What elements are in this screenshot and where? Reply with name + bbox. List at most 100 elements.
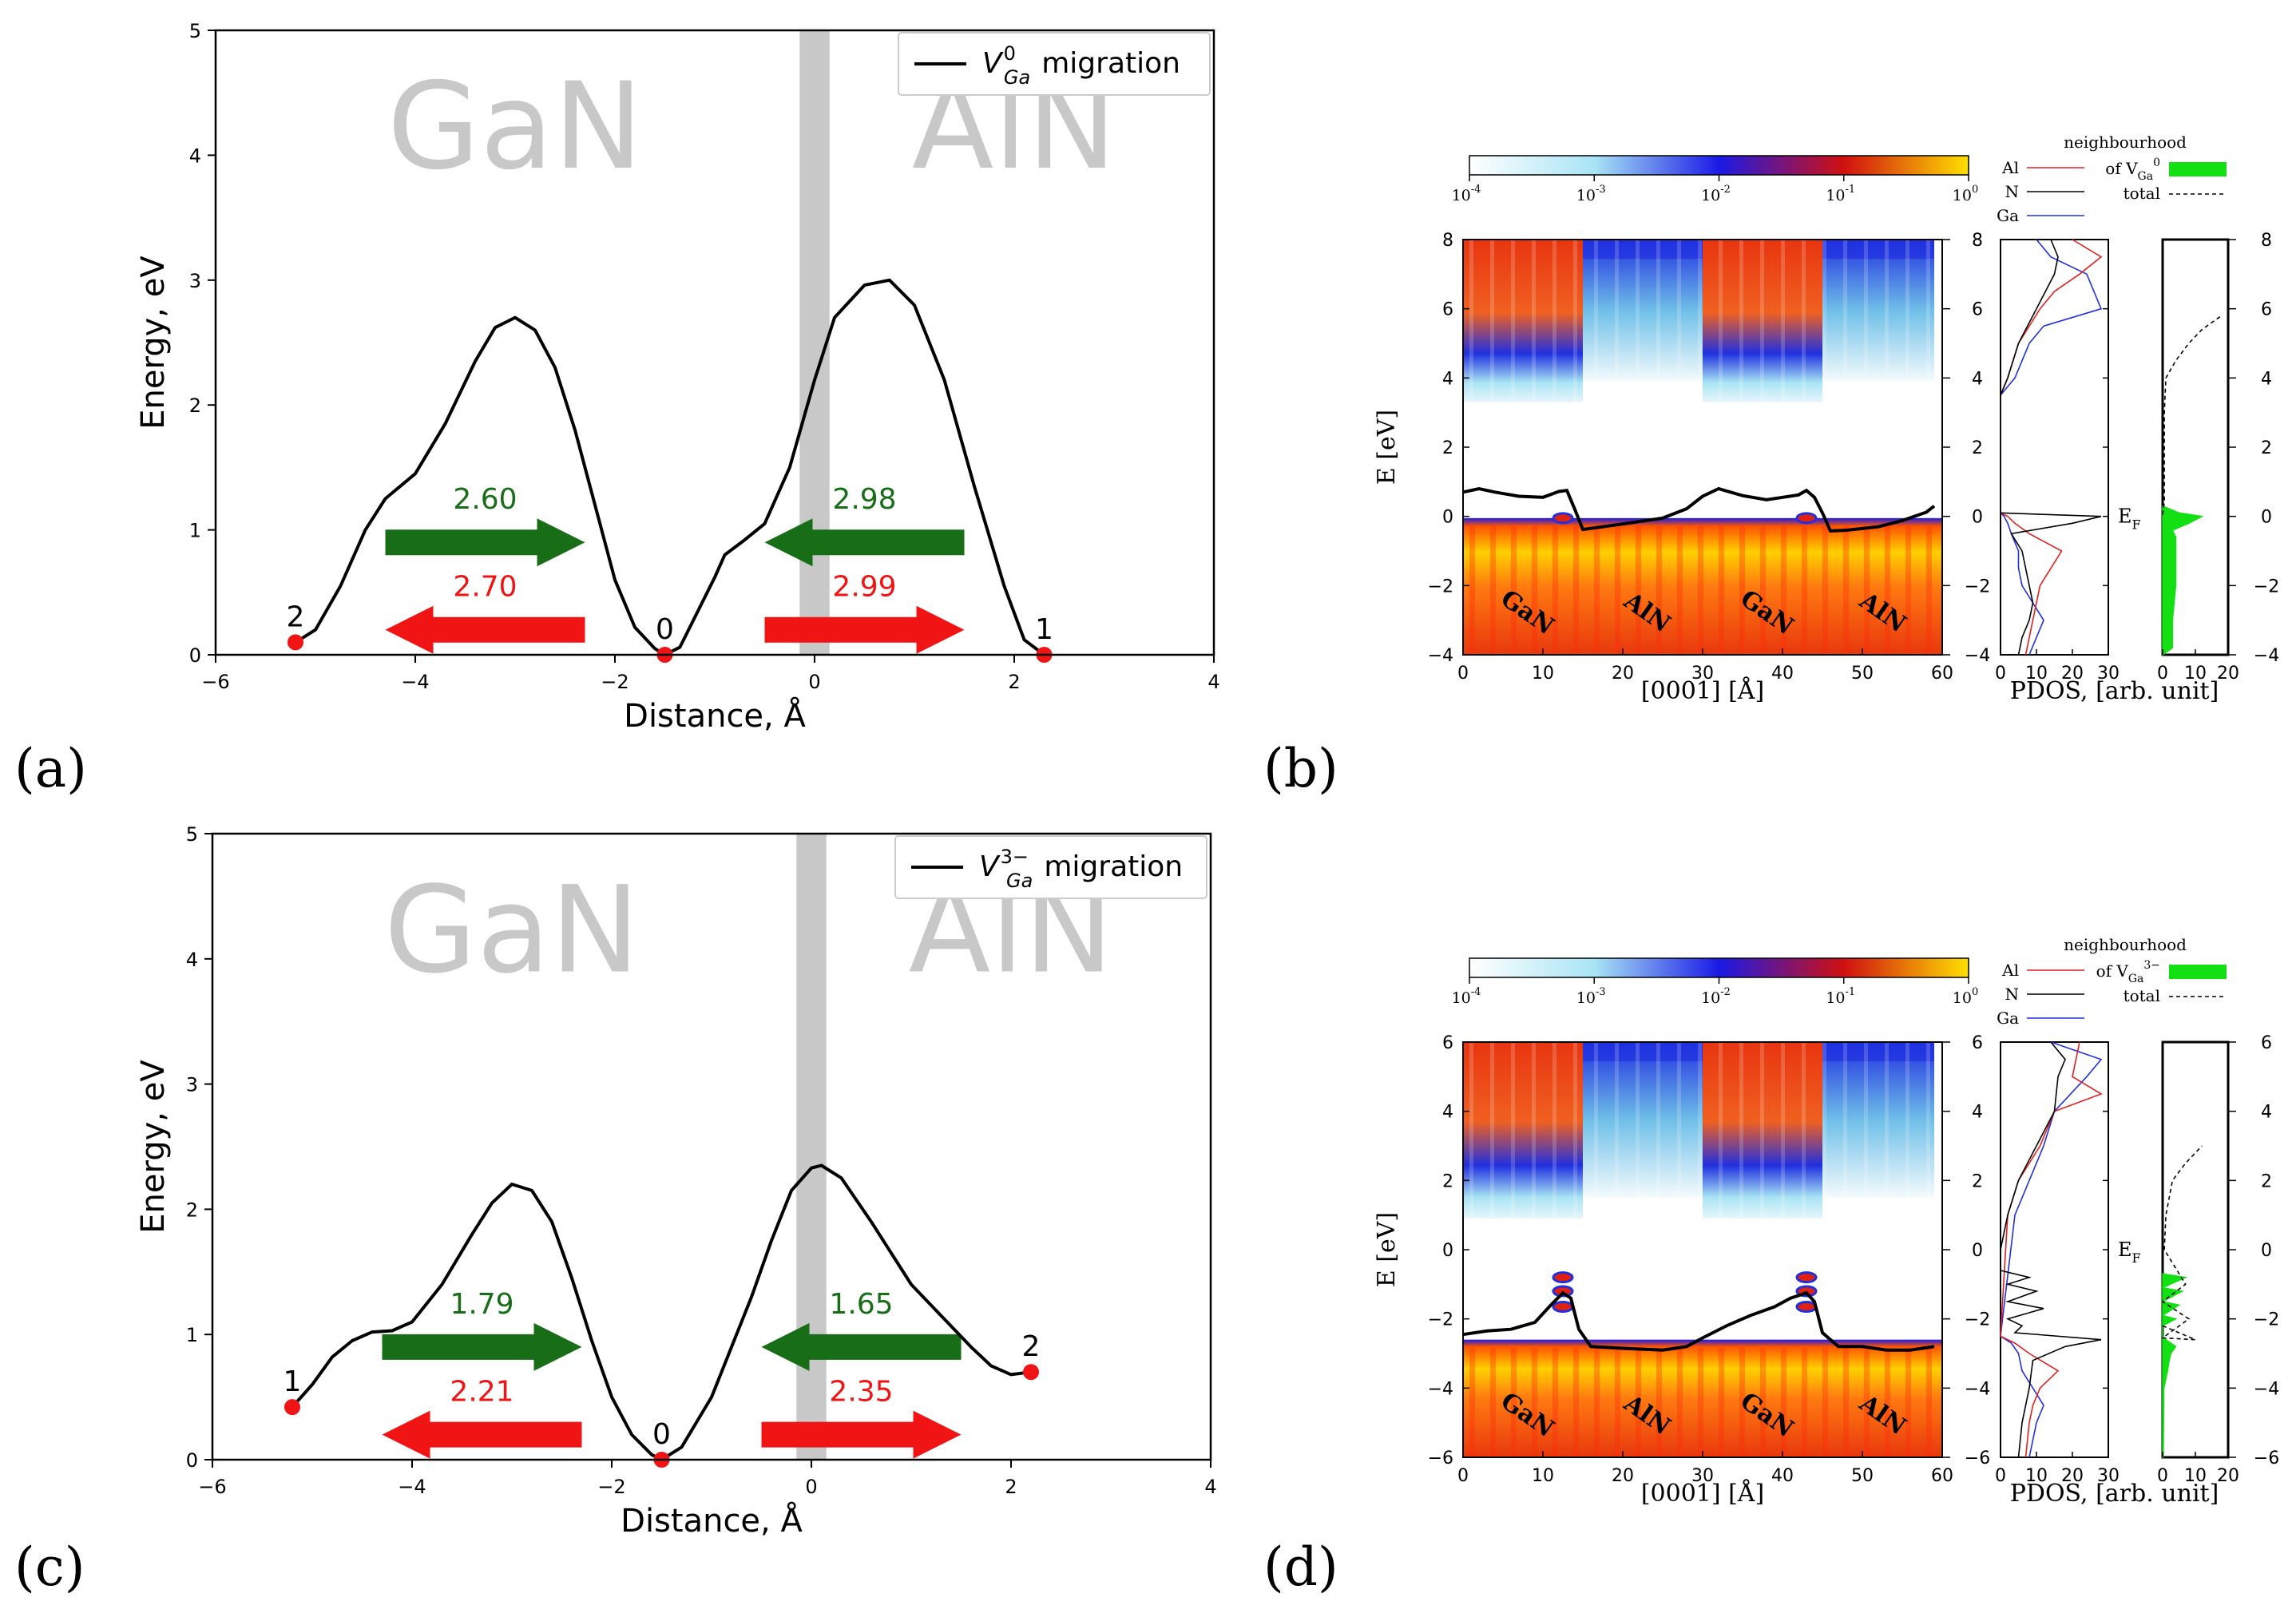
conduction-stripe [1905,1042,1909,1219]
valence-stripe [1926,1347,1932,1457]
barrier-arrow [382,1322,582,1371]
conduction-stripe [1594,240,1598,402]
conduction-band-block [1583,1042,1703,1198]
conduction-stripe [1677,240,1681,402]
pdos-legend-label: Al [2001,158,2019,177]
plot-frame [214,29,1215,656]
conduction-stripe [1843,240,1847,402]
y-tick-label-right: 6 [1972,1033,1983,1053]
y-tick-label: 0 [189,644,201,667]
valence-stripe [1760,1347,1766,1457]
x-tick-label: 4 [1204,1476,1216,1498]
y-tick-label: 1 [189,520,201,542]
pdos-y-tick-label: 4 [2261,1103,2272,1123]
site-label: 0 [652,1418,671,1451]
pdos-legend-fill-swatch [2169,965,2227,979]
x-tick-label: 0 [805,1476,817,1498]
legend-text: migration [1044,850,1183,883]
colorbar-tick-label: 10-1 [1826,184,1855,204]
conduction-stripe [1843,1042,1847,1219]
y-tick-label-right: 6 [1972,300,1983,320]
x-tick-label: 50 [1851,664,1874,684]
valence-stripe [1698,525,1703,655]
colorbar-tick-label: 10-1 [1826,986,1855,1007]
pdos-legend-neighbourhood: of VGa3− [2096,959,2160,985]
pdos-legend-sup: 3− [2143,959,2160,972]
y-tick-label-right: 8 [1972,231,1983,251]
valence-stripe [1656,525,1662,655]
pdos-x-tick-label: 10 [2184,664,2207,684]
pdos-y-tick-label: 4 [2261,369,2272,389]
y-tick-label-right: 4 [1972,1103,1983,1123]
site-label: 2 [287,600,305,633]
barrier-value-label: 1.79 [450,1288,514,1321]
valence-stripe [1656,1347,1662,1457]
pdos-legend-fill-swatch [2169,162,2227,176]
pdos-legend-total: total [2124,986,2160,1005]
conduction-stripe [1656,1042,1660,1219]
x-tick-label: 40 [1771,664,1794,684]
panel-label-d: (d) [1263,1536,1338,1598]
legend-label: V0 Ga migration [982,42,1180,89]
site-label: 0 [656,613,674,646]
valence-stripe [1552,525,1558,655]
x-tick-label: 40 [1771,1466,1794,1486]
valence-stripe [1594,525,1600,655]
x-tick-label: 2 [1008,671,1020,693]
y-tick-label: 4 [1442,369,1453,389]
valence-stripe [1719,525,1724,655]
barrier-value-label: 2.21 [450,1376,514,1409]
pdos-y-tick-label: 2 [2261,1171,2272,1191]
x-tick-label: −4 [398,1476,426,1498]
colorbar [1469,155,1969,176]
colorbar-tick-exponent: -1 [1846,986,1856,998]
pdos-curve-al [2000,1041,2103,1458]
pdos-x-tick-label: 30 [2097,664,2120,684]
x-tick-label: 60 [1931,664,1953,684]
valence-stripe [1532,1347,1537,1457]
y-tick-label-right: 0 [1972,1241,1983,1261]
conduction-stripe [1864,1042,1868,1219]
pdos-y-tick-label: 6 [2261,1033,2272,1053]
conduction-band-block [1703,240,1822,402]
barrier-value-label: 2.99 [832,571,896,604]
conduction-band-block [1463,240,1583,402]
x-tick-label: 30 [1691,664,1714,684]
defect-state [1795,1271,1818,1284]
x-tick-label: −6 [198,1476,226,1498]
panel-label-c: (c) [14,1536,85,1598]
y-tick-label-right: −2 [1965,577,1990,596]
y-axis-label: Energy, eV [135,256,172,430]
pdos-x-axis-label: PDOS, [arb. unit] [2010,677,2219,705]
site-label: 1 [1035,613,1053,646]
valence-band [1463,517,1942,655]
defect-state [1552,1271,1574,1284]
x-tick-label: 0 [808,671,820,693]
valence-stripe [1677,525,1683,655]
y-tick-label-right: 2 [1972,438,1983,458]
y-tick-label-right: −4 [1965,646,1990,666]
conduction-stripe [1615,1042,1619,1219]
valence-stripe [1698,1347,1703,1457]
y-tick-label: −4 [1428,1379,1453,1399]
conduction-stripe [1926,1042,1930,1219]
y-axis-label: E [eV] [1373,1212,1401,1287]
conduction-band-top [1822,1042,1934,1061]
pdos-y-tick-label: −2 [2254,577,2279,596]
pdos-curve-ga [2000,1041,2103,1458]
pdos-legend-label: N [2005,985,2020,1004]
conduction-stripe [1677,1042,1681,1219]
y-tick-label: −2 [1428,1310,1453,1330]
conduction-stripe [1905,240,1909,402]
valence-stripe [1511,525,1517,655]
pdos-y-tick-label: 0 [2261,508,2272,528]
pdos-legend-title: neighbourhood [2064,133,2187,152]
valence-stripe [1843,1347,1849,1457]
barrier-value-label: 2.98 [832,483,896,516]
x-tick-label: 20 [1612,664,1634,684]
pdos-x-tick-label: 20 [2217,1466,2239,1486]
conduction-stripe [1490,1042,1494,1219]
pdos-frame-right [2161,1040,2230,1459]
valence-stripe [1781,1347,1786,1457]
